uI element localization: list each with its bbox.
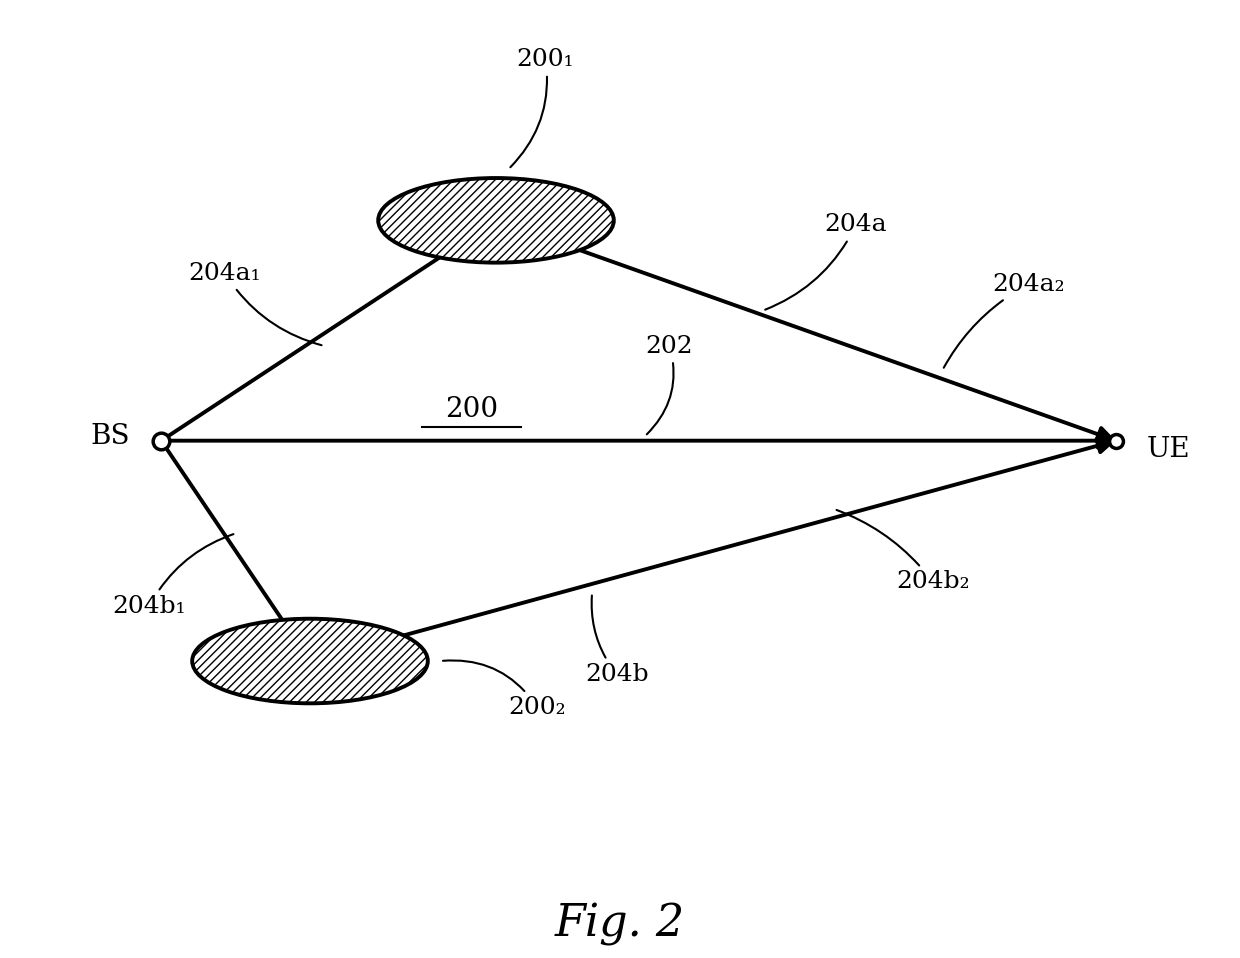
Text: 200₁: 200₁ xyxy=(511,48,574,168)
Text: BS: BS xyxy=(91,422,130,449)
Text: 200₂: 200₂ xyxy=(443,660,565,718)
Text: 202: 202 xyxy=(646,334,693,434)
Text: Fig. 2: Fig. 2 xyxy=(554,902,686,947)
Text: 204a₂: 204a₂ xyxy=(944,273,1065,368)
Text: 204b: 204b xyxy=(585,596,649,686)
Text: 200: 200 xyxy=(445,396,497,423)
Text: 204a₁: 204a₁ xyxy=(188,262,321,345)
Text: 204b₂: 204b₂ xyxy=(837,510,970,593)
Text: 204a: 204a xyxy=(765,214,888,309)
Ellipse shape xyxy=(378,178,614,262)
Text: UE: UE xyxy=(1147,436,1190,463)
Ellipse shape xyxy=(192,619,428,703)
Text: 204b₁: 204b₁ xyxy=(113,535,233,618)
